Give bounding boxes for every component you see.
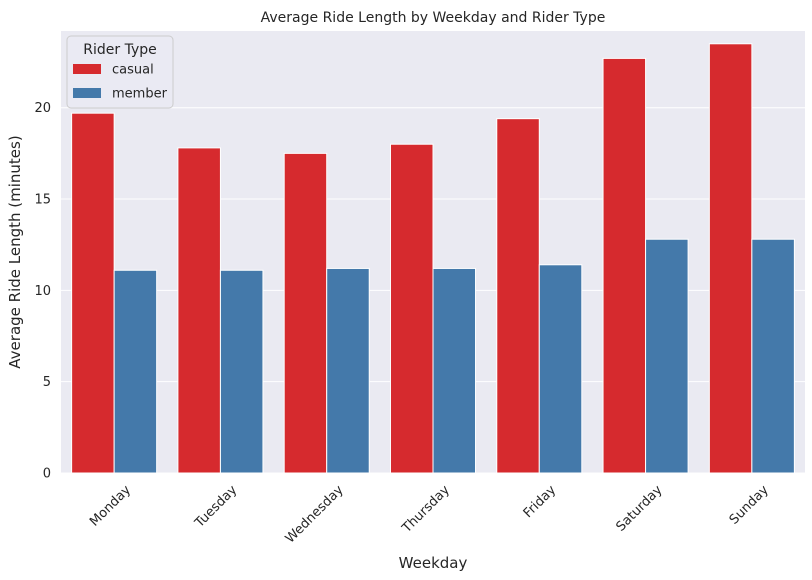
legend-title: Rider Type: [83, 42, 156, 58]
legend-swatch-casual: [73, 64, 101, 74]
bar-member-monday: [113, 269, 158, 474]
x-tick-label: Sunday: [727, 482, 772, 527]
bar-member-tuesday: [219, 269, 264, 474]
x-tick-label: Monday: [87, 482, 134, 529]
chart-title: Average Ride Length by Weekday and Rider…: [261, 10, 606, 26]
bar-casual-friday: [496, 118, 540, 474]
legend-items: casual member: [73, 63, 168, 102]
bar-member-thursday: [432, 267, 477, 474]
bars: [71, 43, 795, 474]
bar-casual-thursday: [389, 143, 434, 474]
y-tick-label: 5: [43, 375, 51, 390]
legend-swatch-member: [73, 88, 101, 98]
y-tick-label: 15: [34, 193, 51, 208]
x-tick-label: Friday: [521, 482, 560, 521]
bar-casual-wednesday: [283, 152, 328, 474]
bar-casual-tuesday: [177, 147, 221, 474]
x-tick-label: Saturday: [613, 482, 665, 534]
x-tick-labels: Monday Tuesday Wednesday Thursday Friday Satu…: [87, 482, 772, 546]
x-tick-label: Thursday: [399, 482, 453, 536]
y-tick-label: 20: [34, 101, 51, 116]
bar-member-sunday: [751, 238, 795, 474]
y-tick-label: 0: [43, 467, 51, 482]
bar-member-friday: [538, 264, 583, 474]
legend-label-member: member: [112, 87, 168, 102]
x-axis-title: Weekday: [399, 554, 468, 572]
bar-casual-sunday: [708, 43, 753, 474]
x-tick-label: Tuesday: [192, 482, 241, 531]
y-tick-label: 10: [34, 284, 51, 299]
bar-member-saturday: [645, 238, 689, 474]
y-axis-title: Average Ride Length (minutes): [6, 135, 24, 368]
bar-casual-monday: [71, 112, 115, 474]
x-tick-label: Wednesday: [283, 482, 347, 546]
y-tick-labels: 0 5 10 15 20: [34, 101, 51, 481]
legend: Rider Type casual member: [66, 35, 174, 109]
bar-member-wednesday: [326, 267, 370, 474]
bar-casual-saturday: [602, 57, 647, 474]
legend-label-casual: casual: [112, 63, 154, 78]
